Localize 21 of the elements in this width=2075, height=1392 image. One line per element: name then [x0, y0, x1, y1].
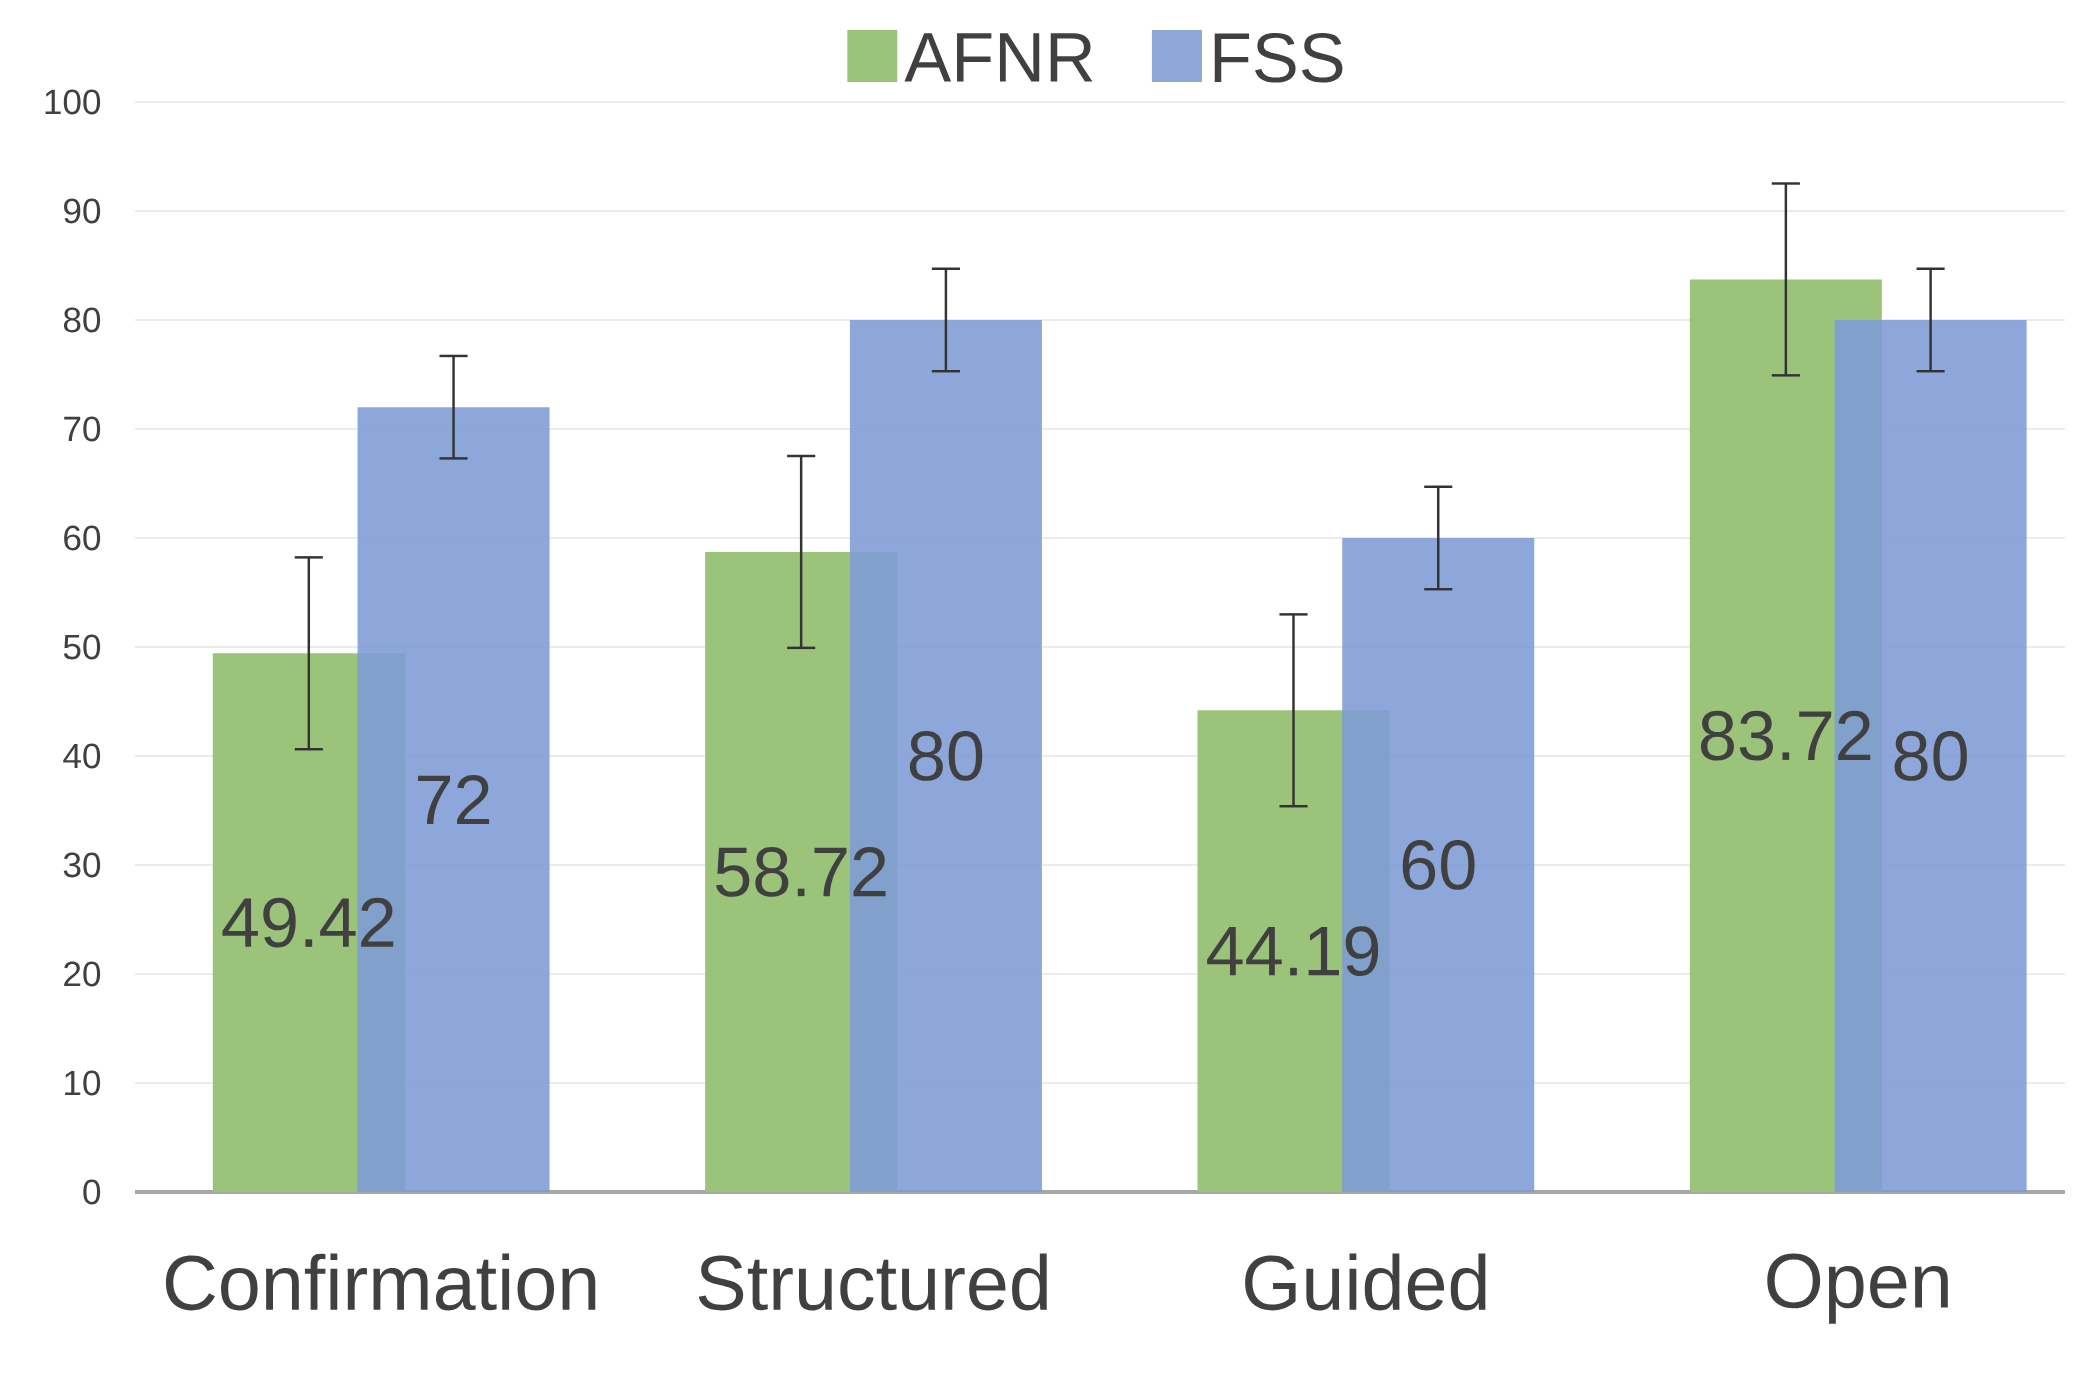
- y-tick-label: 40: [63, 743, 101, 769]
- y-tick-label: 100: [45, 89, 101, 115]
- y-tick-label: 30: [63, 852, 101, 878]
- legend-label: FSS: [1214, 32, 1343, 83]
- legend-label: AFNR: [904, 33, 1093, 82]
- data-label: 60: [1402, 840, 1475, 890]
- y-tick-label: 20: [64, 961, 101, 987]
- y-tick-label: 80: [63, 307, 101, 333]
- x-tick-label: Confirmation: [165, 1253, 596, 1311]
- x-tick-label: Open: [1767, 1253, 1948, 1324]
- x-tick-label: Guided: [1245, 1253, 1486, 1311]
- x-tick-label: Structured: [698, 1253, 1047, 1311]
- data-label: 80: [909, 731, 983, 781]
- data-label: 72: [418, 775, 490, 825]
- data-label: 80: [1894, 731, 1967, 781]
- y-tick-label: 90: [64, 198, 101, 224]
- y-tick-label: 70: [64, 416, 101, 442]
- y-tick-label: 60: [64, 525, 101, 551]
- y-tick-label: 10: [65, 1070, 101, 1096]
- y-tick-label: 50: [63, 634, 101, 660]
- y-tick-label: 0: [83, 1179, 101, 1205]
